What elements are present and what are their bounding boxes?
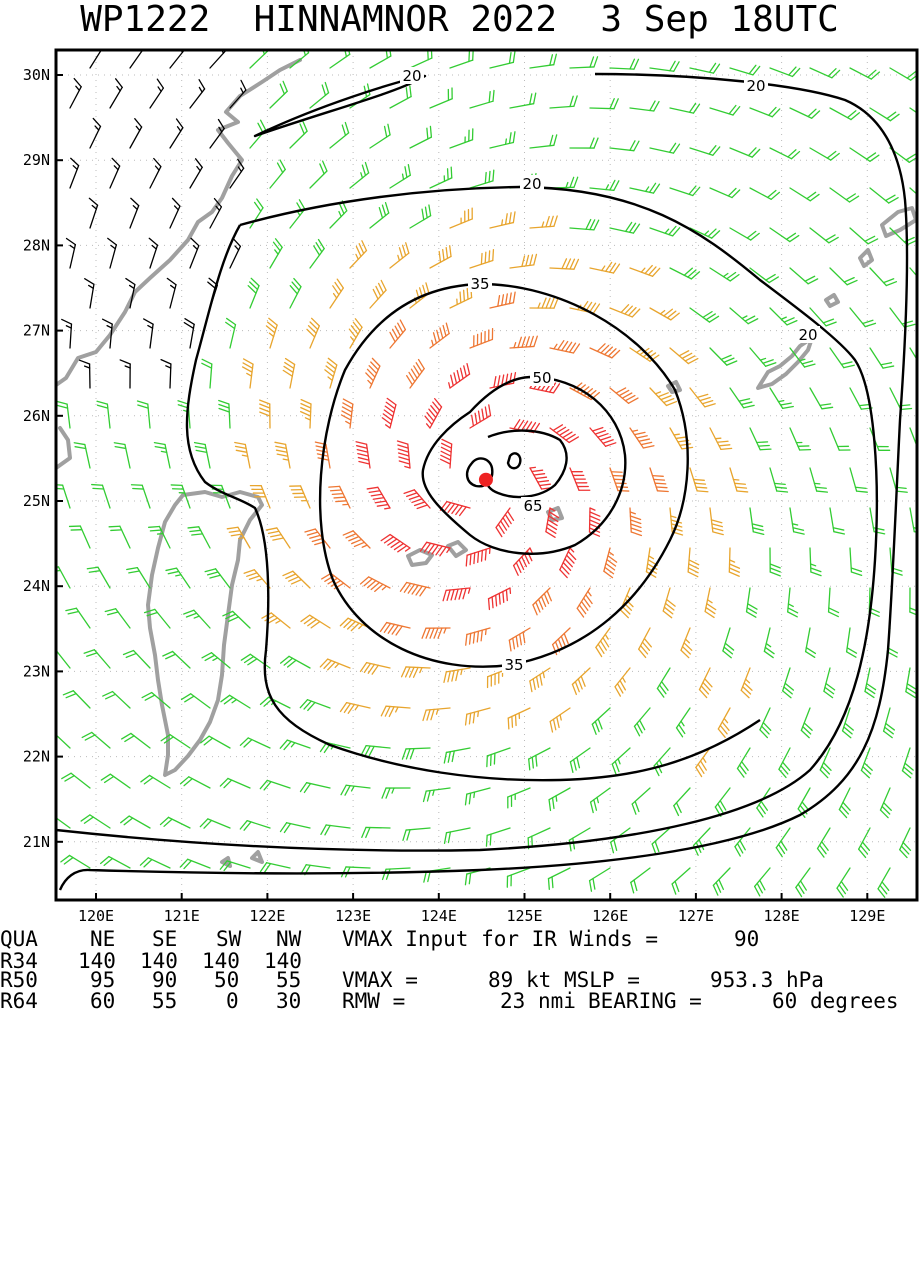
contour-label-35: 35 bbox=[502, 656, 526, 674]
lon-label: 128E bbox=[764, 907, 800, 924]
lon-label: 122E bbox=[249, 907, 285, 924]
bearing-label: BEARING = bbox=[588, 990, 702, 1012]
r64-nw: 30 bbox=[276, 990, 301, 1012]
lat-label: 30N bbox=[23, 66, 50, 84]
contour-label-20: 20 bbox=[744, 77, 768, 95]
r50-nw: 55 bbox=[276, 969, 301, 991]
rmw-unit: nmi bbox=[538, 990, 576, 1012]
lat-label: 21N bbox=[23, 833, 50, 851]
svg-text:20: 20 bbox=[798, 326, 817, 344]
rmw-value: 23 bbox=[500, 990, 525, 1012]
vmax-input-label: VMAX Input for IR Winds = bbox=[342, 928, 658, 950]
mslp-unit: hPa bbox=[786, 969, 824, 991]
r64-label: R64 bbox=[0, 990, 38, 1012]
vmax-input-value: 90 bbox=[734, 928, 759, 950]
svg-text:20: 20 bbox=[522, 175, 541, 193]
wind-radii-table: QUA NE SE SW NW VMAX Input for IR Winds … bbox=[0, 924, 919, 1014]
r64-ne: 60 bbox=[90, 990, 115, 1012]
lat-label: 24N bbox=[23, 577, 50, 595]
lat-label: 29N bbox=[23, 151, 50, 169]
storm-center-marker bbox=[479, 473, 493, 487]
r50-label: R50 bbox=[0, 969, 38, 991]
r50-ne: 95 bbox=[90, 969, 115, 991]
lat-label: 26N bbox=[23, 407, 50, 425]
lat-label: 27N bbox=[23, 322, 50, 340]
contour-label-50: 50 bbox=[530, 369, 554, 387]
svg-text:35: 35 bbox=[504, 656, 523, 674]
contour-label-35: 35 bbox=[468, 275, 492, 293]
sw-header: SW bbox=[216, 928, 241, 950]
vmax-unit: kt bbox=[526, 969, 551, 991]
rmw-label: RMW = bbox=[342, 990, 405, 1012]
contour-label-65: 65 bbox=[521, 497, 545, 515]
svg-text:35: 35 bbox=[470, 275, 489, 293]
lon-label: 126E bbox=[592, 907, 628, 924]
vmax-label: VMAX = bbox=[342, 969, 418, 991]
lat-label: 23N bbox=[23, 662, 50, 680]
contour-label-20: 20 bbox=[796, 326, 820, 344]
lon-label: 129E bbox=[849, 907, 885, 924]
lon-label: 127E bbox=[678, 907, 714, 924]
mslp-label: MSLP = bbox=[564, 969, 640, 991]
mslp-value: 953.3 bbox=[710, 969, 773, 991]
contour-label-20: 20 bbox=[400, 67, 424, 85]
vmax-value: 89 bbox=[488, 969, 513, 991]
lon-label: 121E bbox=[164, 907, 200, 924]
lon-label: 124E bbox=[421, 907, 457, 924]
svg-text:20: 20 bbox=[746, 77, 765, 95]
r50-row: R50 95 90 50 55 VMAX = 89 kt MSLP = 953.… bbox=[0, 969, 51, 991]
svg-text:65: 65 bbox=[523, 497, 542, 515]
wind-map: 20 20 20 20 35 35 50 65 120E 121E 122E 123E 124E 125… bbox=[0, 0, 919, 924]
lat-label: 22N bbox=[23, 748, 50, 766]
r64-row: R64 60 55 0 30 RMW = 23 nmi BEARING = 60… bbox=[0, 990, 51, 1012]
lon-label: 120E bbox=[78, 907, 114, 924]
r50-sw: 50 bbox=[214, 969, 239, 991]
lat-label: 25N bbox=[23, 492, 50, 510]
qua-label: QUA bbox=[0, 928, 38, 950]
r64-se: 55 bbox=[152, 990, 177, 1012]
nw-header: NW bbox=[276, 928, 301, 950]
table-header-row: QUA NE SE SW NW VMAX Input for IR Winds … bbox=[0, 928, 51, 950]
lon-label: 125E bbox=[506, 907, 542, 924]
svg-text:20: 20 bbox=[402, 67, 421, 85]
lat-label: 28N bbox=[23, 236, 50, 254]
contour-label-20: 20 bbox=[520, 175, 544, 193]
ne-header: NE bbox=[90, 928, 115, 950]
lon-label: 123E bbox=[335, 907, 371, 924]
r50-se: 90 bbox=[152, 969, 177, 991]
bearing-value: 60 bbox=[772, 990, 797, 1012]
se-header: SE bbox=[152, 928, 177, 950]
r64-sw: 0 bbox=[226, 990, 239, 1012]
svg-text:50: 50 bbox=[532, 369, 551, 387]
bearing-unit: degrees bbox=[810, 990, 899, 1012]
